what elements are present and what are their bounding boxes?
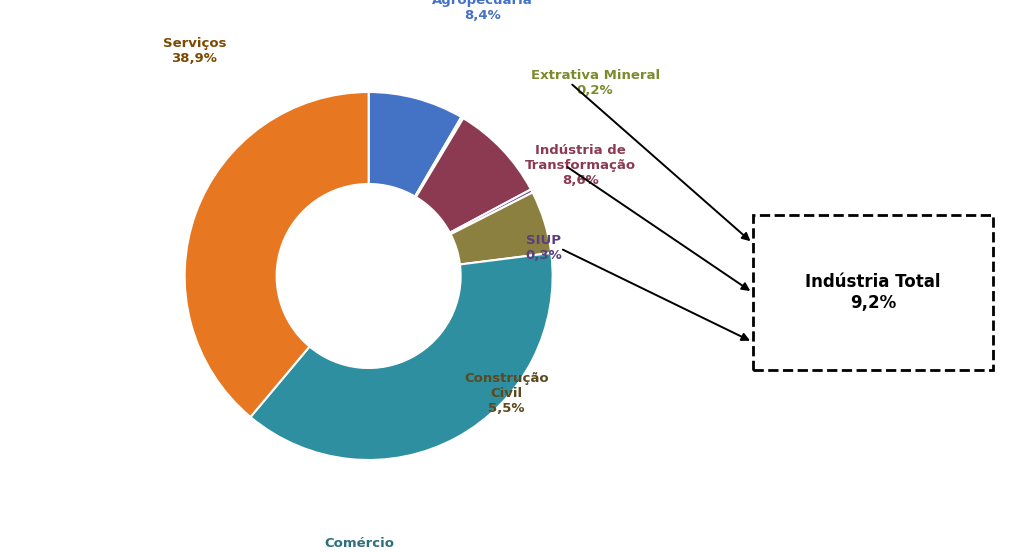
Text: Comércio
38,1%: Comércio 38,1% xyxy=(325,537,394,552)
Text: SIUP
0,3%: SIUP 0,3% xyxy=(525,235,562,262)
Text: Agropecuária
8,4%: Agropecuária 8,4% xyxy=(432,0,534,22)
Text: Indústria Total
9,2%: Indústria Total 9,2% xyxy=(805,273,941,312)
Text: Construção
Civil
5,5%: Construção Civil 5,5% xyxy=(464,371,549,415)
Text: Extrativa Mineral
0,2%: Extrativa Mineral 0,2% xyxy=(530,69,659,97)
Wedge shape xyxy=(184,92,369,417)
Wedge shape xyxy=(416,118,531,233)
Wedge shape xyxy=(251,253,553,460)
Wedge shape xyxy=(451,193,551,264)
Text: Serviços
38,9%: Serviços 38,9% xyxy=(163,37,226,65)
Text: Indústria de
Transformação
8,6%: Indústria de Transformação 8,6% xyxy=(525,144,636,187)
FancyBboxPatch shape xyxy=(753,215,993,370)
Wedge shape xyxy=(369,92,461,197)
Wedge shape xyxy=(450,189,532,234)
Wedge shape xyxy=(415,117,463,197)
